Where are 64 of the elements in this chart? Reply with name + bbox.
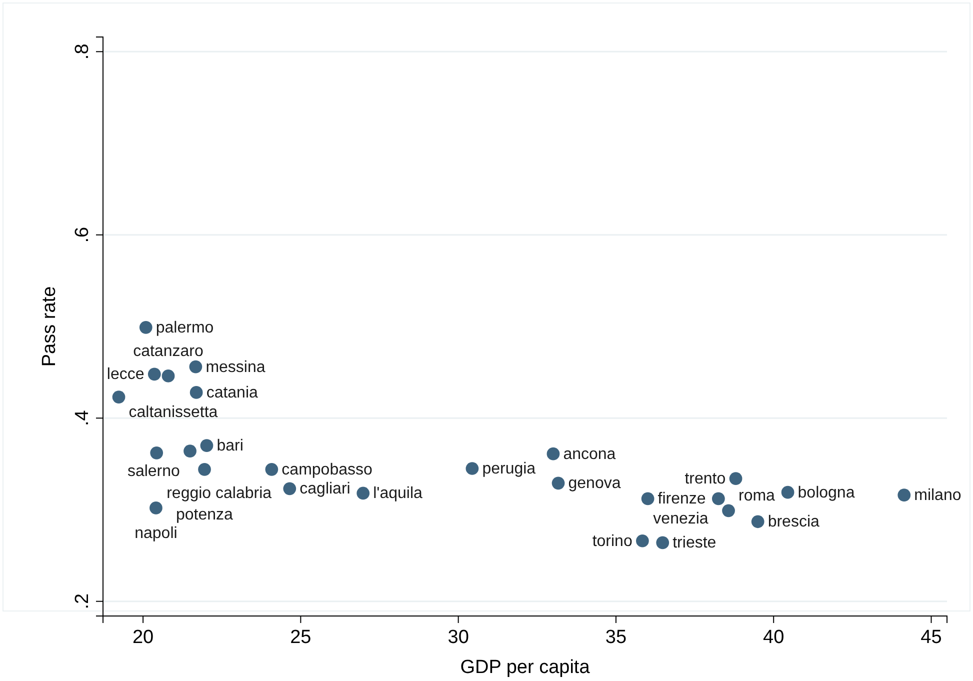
point	[150, 446, 164, 460]
point	[781, 486, 794, 499]
annotation: messina	[206, 358, 266, 376]
annotation: genova	[568, 475, 621, 492]
annotation: venezia	[653, 510, 708, 528]
annotation: reggio calabria	[166, 484, 272, 502]
point	[162, 370, 175, 382]
point	[150, 501, 162, 514]
y-tick-label: .2	[72, 593, 94, 610]
annotation: campobasso	[282, 461, 372, 478]
y-axis-title: Pass rate	[39, 286, 60, 367]
x-tick-label: 35	[605, 627, 627, 648]
point	[712, 492, 725, 506]
annotation: palermo	[156, 319, 214, 336]
point	[466, 462, 479, 475]
point	[636, 534, 649, 548]
point	[546, 447, 560, 460]
point	[729, 472, 742, 485]
point	[112, 390, 126, 404]
annotation: napoli	[134, 524, 178, 542]
point	[283, 482, 296, 496]
point	[190, 386, 203, 399]
annotation: roma	[738, 488, 776, 505]
point	[641, 492, 654, 506]
annotation: bari	[216, 438, 244, 455]
x-tick-label: 20	[132, 627, 154, 648]
annotation: brescia	[768, 514, 820, 531]
annotation: lecce	[106, 366, 144, 384]
x-tick-label: 40	[763, 627, 784, 648]
annotation: trieste	[672, 534, 716, 552]
point	[198, 462, 211, 476]
point	[139, 320, 152, 334]
annotation: torino	[592, 532, 632, 550]
annotation: ancona	[563, 446, 616, 463]
annotation: salerno	[127, 463, 180, 480]
y-tick-label: .8	[72, 44, 94, 60]
point	[356, 486, 370, 500]
point	[898, 488, 911, 502]
annotation: caltanissetta	[128, 404, 218, 422]
x-tick-label: 30	[448, 627, 469, 648]
x-axis-title: GDP per capita	[460, 657, 590, 678]
point	[184, 444, 196, 458]
annotation: potenza	[176, 506, 234, 524]
point	[189, 360, 202, 374]
point	[148, 368, 161, 381]
annotation: l'aquila	[373, 485, 423, 502]
point	[722, 504, 735, 518]
x-tick-label: 25	[290, 627, 312, 648]
point	[751, 515, 764, 528]
y-tick-label: .6	[72, 226, 94, 243]
point	[265, 462, 278, 476]
annotation: catania	[206, 384, 258, 402]
x-tick-label: 45	[920, 627, 942, 648]
annotation: catanzaro	[133, 342, 204, 360]
point	[200, 439, 214, 452]
annotation: milano	[914, 487, 962, 504]
point	[656, 536, 670, 550]
annotation: firenze	[658, 490, 706, 508]
point	[552, 476, 565, 490]
annotation: bologna	[798, 484, 855, 502]
y-tick-label: .4	[72, 410, 94, 426]
annotation: cagliari	[300, 480, 350, 498]
annotation: trento	[684, 470, 726, 488]
annotation: perugia	[482, 460, 536, 478]
